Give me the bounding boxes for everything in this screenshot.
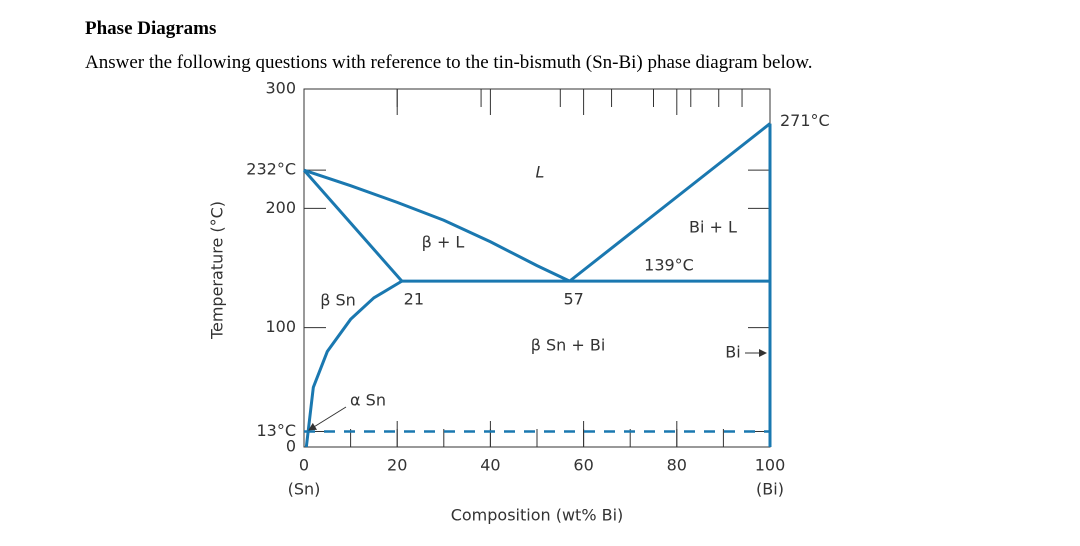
y-tick-label: 13°C: [256, 421, 296, 440]
x-tick-label: 80: [667, 456, 687, 475]
x-end-label: (Bi): [756, 480, 784, 499]
region-label: β Sn + Bi: [531, 336, 606, 355]
y-tick-label: 100: [265, 317, 296, 336]
composition-label: 21: [404, 290, 424, 309]
composition-label: 57: [563, 290, 583, 309]
arrow: [308, 406, 347, 431]
x-axis-label: Composition (wt% Bi): [451, 506, 624, 525]
instructions: Answer the following questions with refe…: [85, 52, 813, 73]
region-label: β + L: [422, 233, 465, 252]
x-tick-label: 40: [480, 456, 500, 475]
region-label: Bi: [725, 343, 740, 362]
region-label: L: [536, 163, 545, 182]
y-tick-label: 200: [265, 198, 296, 217]
region-label: β Sn: [320, 291, 356, 310]
x-tick-label: 0: [299, 456, 309, 475]
heading: Phase Diagrams: [85, 18, 217, 39]
y-axis-label: Temperature (°C): [208, 201, 227, 340]
phase-boundary: [304, 279, 403, 448]
phase-boundary: [302, 169, 403, 283]
region-label: α Sn: [350, 391, 386, 410]
x-tick-label: 100: [755, 456, 786, 475]
y-tick-label: 300: [265, 79, 296, 98]
phase-boundary: [568, 122, 771, 283]
x-end-label: (Sn): [288, 480, 321, 499]
y-tick-label: 232°C: [246, 160, 296, 179]
region-label: Bi + L: [689, 218, 737, 237]
x-tick-label: 60: [573, 456, 593, 475]
temperature-label: 139°C: [644, 256, 694, 275]
x-tick-label: 20: [387, 456, 407, 475]
phase-boundary: [303, 168, 571, 283]
y-tick-label: 0: [286, 437, 296, 456]
temperature-label: 271°C: [780, 111, 830, 130]
